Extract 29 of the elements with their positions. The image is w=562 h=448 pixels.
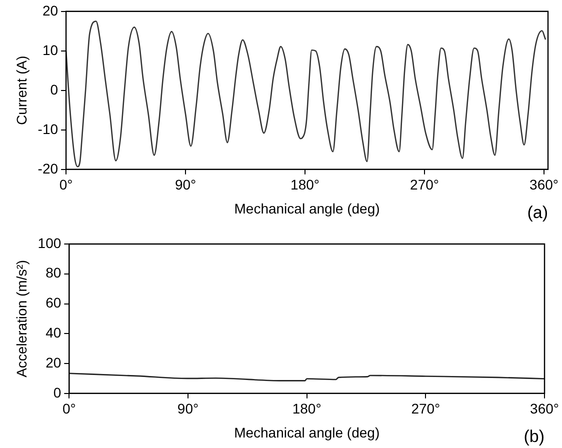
x-tick-label: 0° xyxy=(62,400,76,417)
y-axis-title: Current (A) xyxy=(13,56,30,126)
x-tick-label: 90° xyxy=(174,176,196,193)
y-tick-label: 60 xyxy=(46,294,62,311)
x-tick-label: 360° xyxy=(530,176,558,193)
y-tick-label: -10 xyxy=(38,120,58,137)
x-tick-label: 270° xyxy=(411,400,440,417)
y-tick-label: 0 xyxy=(50,81,58,98)
x-tick-label: 360° xyxy=(530,400,560,417)
x-axis-title: Mechanical angle (deg) xyxy=(234,424,380,440)
x-axis-title: Mechanical angle (deg) xyxy=(234,200,380,216)
y-tick-label: 10 xyxy=(42,42,58,58)
y-tick-label: 0 xyxy=(53,384,62,400)
x-tick-label: 270° xyxy=(410,176,440,193)
y-tick-label: 100 xyxy=(38,234,62,251)
y-tick-label: -20 xyxy=(38,160,58,176)
text: (b) xyxy=(524,427,545,446)
y-axis-title: Acceleration (m/s²) xyxy=(13,260,30,378)
y-tick-label: 80 xyxy=(46,264,62,281)
text: (a) xyxy=(527,203,548,222)
x-tick-label: 180° xyxy=(292,400,322,417)
y-tick-label: 20 xyxy=(42,2,58,18)
y-tick-label: 40 xyxy=(46,324,62,340)
x-tick-label: 0° xyxy=(59,176,73,193)
line-series xyxy=(66,20,546,168)
line-series xyxy=(69,372,545,382)
x-tick-label: 180° xyxy=(290,176,320,193)
y-tick-label: 20 xyxy=(46,354,62,370)
x-tick-label: 90° xyxy=(177,400,199,417)
